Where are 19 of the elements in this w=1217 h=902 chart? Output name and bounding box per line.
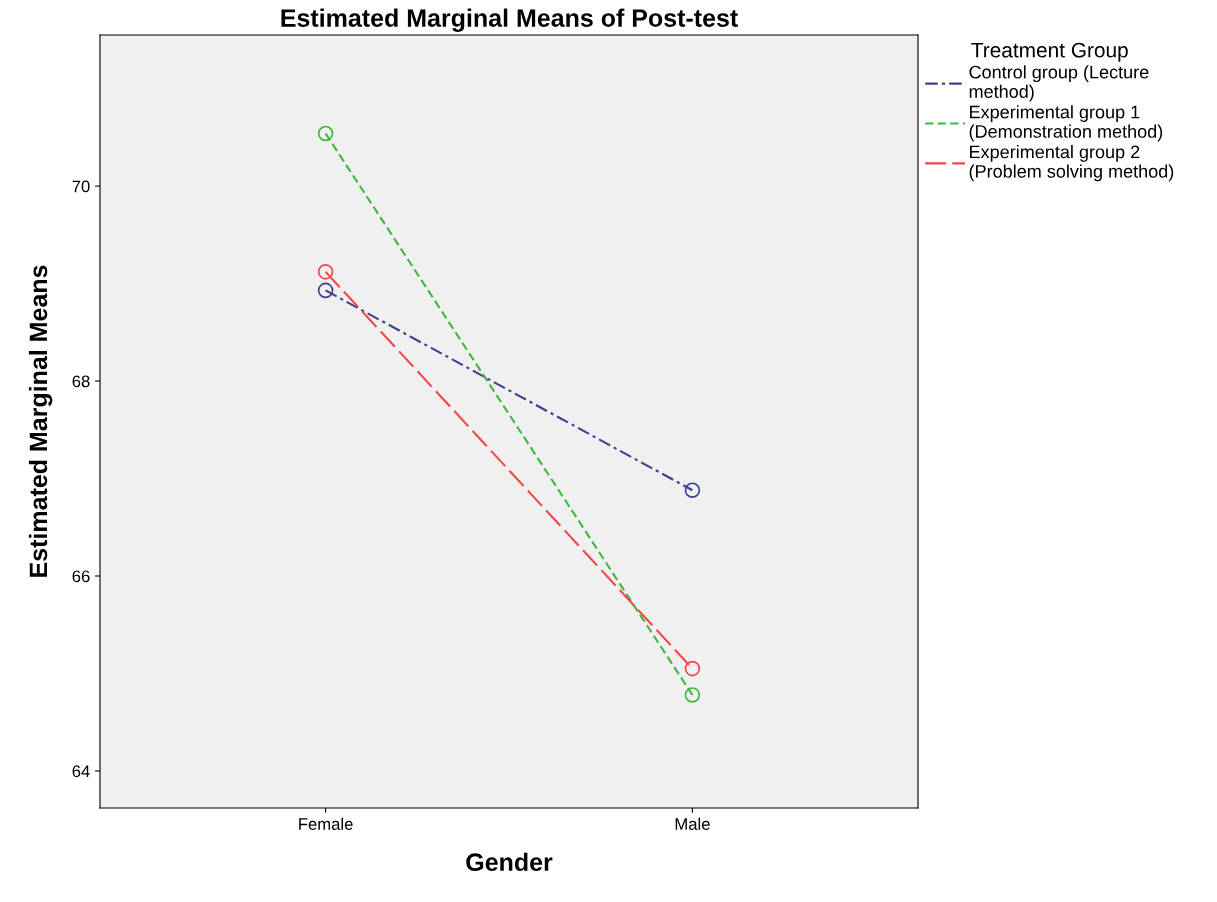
y-axis-title: Estimated Marginal Means xyxy=(28,265,53,577)
point xyxy=(317,282,334,299)
y-tick-label: 66 xyxy=(72,570,90,583)
point xyxy=(684,687,701,703)
x-tick-label: Female xyxy=(299,817,353,830)
x-tick-label: Male xyxy=(675,817,710,830)
legend-label: Experimental group 2 (Problem solving method) xyxy=(969,145,1174,182)
point xyxy=(684,482,701,499)
point xyxy=(317,264,334,280)
legend-title: Treatment Group xyxy=(971,42,1128,62)
y-tick-label: 70 xyxy=(72,180,90,193)
point xyxy=(684,660,701,677)
x-axis-title: Gender xyxy=(466,852,553,872)
legend-label: Control group (Lecture method) xyxy=(969,65,1149,102)
legend-label: Experimental group 1 (Demonstration method) xyxy=(969,105,1163,142)
chart-title: Estimated Marginal Means of Post-test xyxy=(281,8,738,32)
point xyxy=(317,125,334,142)
y-tick-label: 68 xyxy=(72,375,90,388)
y-tick-label: 64 xyxy=(72,765,90,778)
